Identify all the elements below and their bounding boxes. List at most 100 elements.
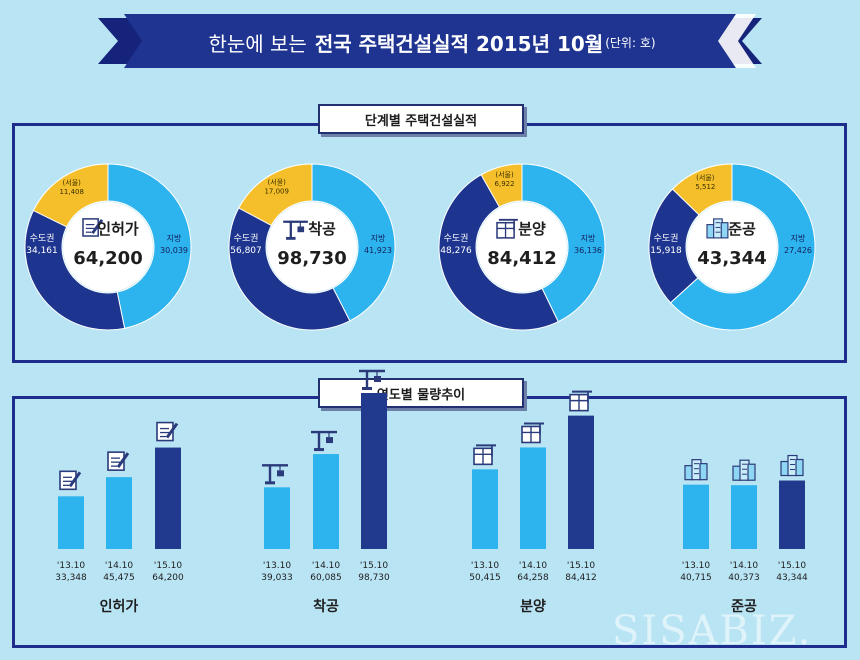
local-label: 지방 — [167, 233, 182, 243]
donut-title: 분양 — [518, 220, 546, 238]
bar — [155, 447, 181, 549]
icon-pen — [116, 452, 130, 469]
local-value: 36,136 — [574, 246, 602, 255]
donut-total: 84,412 — [487, 248, 556, 269]
banner-ribbon — [124, 14, 736, 68]
icon-pen — [68, 471, 82, 488]
icon-building-right — [747, 463, 756, 481]
construction-site-icon — [569, 390, 592, 412]
buildings-icon — [780, 454, 804, 477]
bar-value-label: 64,200 — [152, 573, 184, 583]
donut-slice-local — [521, 163, 606, 323]
bar-value-label: 33,348 — [55, 573, 87, 583]
bar — [779, 480, 805, 549]
donut-slice-seoul — [32, 163, 109, 228]
metro-label: 수도권 — [444, 232, 469, 244]
donut-slice-seoul — [671, 163, 733, 216]
bar-value-label: 84,412 — [565, 573, 597, 583]
bar — [472, 469, 498, 549]
bar-category-label: '13.10 — [57, 561, 86, 571]
bar-category-label: '15.10 — [154, 561, 183, 571]
donut-total: 98,730 — [277, 248, 346, 269]
construction-site-icon — [496, 218, 518, 239]
icon-base — [314, 448, 324, 452]
buildings-icon — [732, 459, 756, 481]
bar — [568, 415, 594, 549]
permit-document-icon — [107, 451, 130, 471]
bar-category-label: '15.10 — [360, 561, 389, 571]
bar-category-label: '14.10 — [312, 561, 341, 571]
donut-chart-2: (서울)17,009 수도권 56,807 지방 41,923 착공 98,730 — [228, 163, 396, 331]
banner-ribbon-back-left — [98, 18, 146, 64]
donut-slice-local — [311, 163, 396, 322]
bar-value-label: 98,730 — [358, 573, 390, 583]
watermark: SISABIZ. — [612, 608, 813, 654]
icon-building-right — [699, 463, 708, 481]
bar — [731, 485, 757, 549]
donut-hole — [687, 202, 777, 292]
bar-category-label: '14.10 — [730, 561, 759, 571]
donut-hole — [477, 202, 567, 292]
bar-category-label: '13.10 — [471, 561, 500, 571]
donut-hole — [267, 202, 357, 292]
donut-chart-1: (서울)11,408 수도권 34,161 지방 30,039 인허가 64,200 — [24, 163, 192, 331]
title-bold: 전국 주택건설실적 2015년 10월 — [314, 31, 604, 56]
donut-slice-local — [107, 163, 192, 329]
donut-slice-seoul — [238, 163, 313, 227]
bar-group-title: 인허가 — [100, 598, 139, 615]
title-light: 한눈에 보는 — [208, 31, 307, 56]
metro-value: 34,161 — [26, 246, 58, 256]
construction-site-icon — [521, 422, 544, 444]
icon-base — [265, 481, 275, 485]
permit-document-icon — [156, 421, 179, 442]
metro-label: 수도권 — [30, 232, 55, 244]
banner-ribbon-tip — [718, 14, 756, 68]
seoul-value: 6,922 — [495, 180, 515, 188]
bar — [106, 477, 132, 549]
bar-value-label: 40,715 — [680, 573, 712, 583]
metro-value: 56,807 — [230, 246, 262, 256]
seoul-label: (서울) — [63, 178, 82, 187]
seoul-label: (서울) — [268, 177, 287, 186]
construction-site-icon — [473, 444, 496, 466]
bar — [520, 447, 546, 549]
permit-document-icon — [82, 218, 104, 237]
buildings-icon — [684, 459, 708, 481]
bar-chart-1: '13.10 33,348 '14.10 45,475 '15.10 64,200 인허가 — [55, 421, 184, 615]
crane-icon — [262, 464, 288, 485]
icon-load — [374, 376, 381, 383]
metro-label: 수도권 — [654, 232, 679, 244]
donut-hole — [63, 202, 153, 292]
local-value: 27,426 — [784, 246, 812, 255]
bar-category-label: '14.10 — [105, 561, 134, 571]
metro-value: 48,276 — [440, 246, 472, 256]
bar-value-label: 43,344 — [776, 573, 808, 583]
donut-total: 64,200 — [73, 248, 142, 269]
bar-chart-2: '13.10 39,033 '14.10 60,085 '15.10 98,730 착공 — [261, 369, 390, 615]
seoul-value: 11,408 — [59, 188, 84, 196]
icon-building-right — [720, 222, 729, 239]
donut-title: 착공 — [308, 220, 336, 238]
donut-total: 43,344 — [697, 248, 766, 269]
local-label: 지방 — [581, 233, 596, 243]
bar-value-label: 40,373 — [728, 573, 760, 583]
icon-base — [362, 387, 372, 391]
bar-group-title: 분양 — [520, 599, 546, 615]
icon-pen — [165, 422, 179, 439]
seoul-label: (서울) — [495, 170, 514, 179]
bar-value-label: 64,258 — [517, 573, 549, 583]
trend-section-title: 연도별 물량추이 — [318, 378, 524, 408]
bar — [58, 496, 84, 549]
donut-chart-3: (서울)6,922 수도권 48,276 지방 36,136 분양 84,412 — [438, 163, 606, 331]
donut-slice-local — [669, 163, 816, 331]
bar-category-label: '13.10 — [682, 561, 711, 571]
buildings-icon — [706, 218, 729, 239]
bar-group-title: 준공 — [731, 599, 757, 615]
stages-section-title: 단계별 주택건설실적 — [318, 104, 524, 134]
bar-value-label: 45,475 — [103, 573, 135, 583]
donut-chart-4: (서울)5,512 수도권 15,918 지방 27,426 준공 43,344 — [648, 163, 816, 331]
icon-pen — [91, 219, 104, 234]
icon-building-right — [795, 458, 804, 477]
bar — [313, 454, 339, 549]
local-label: 지방 — [371, 233, 386, 243]
